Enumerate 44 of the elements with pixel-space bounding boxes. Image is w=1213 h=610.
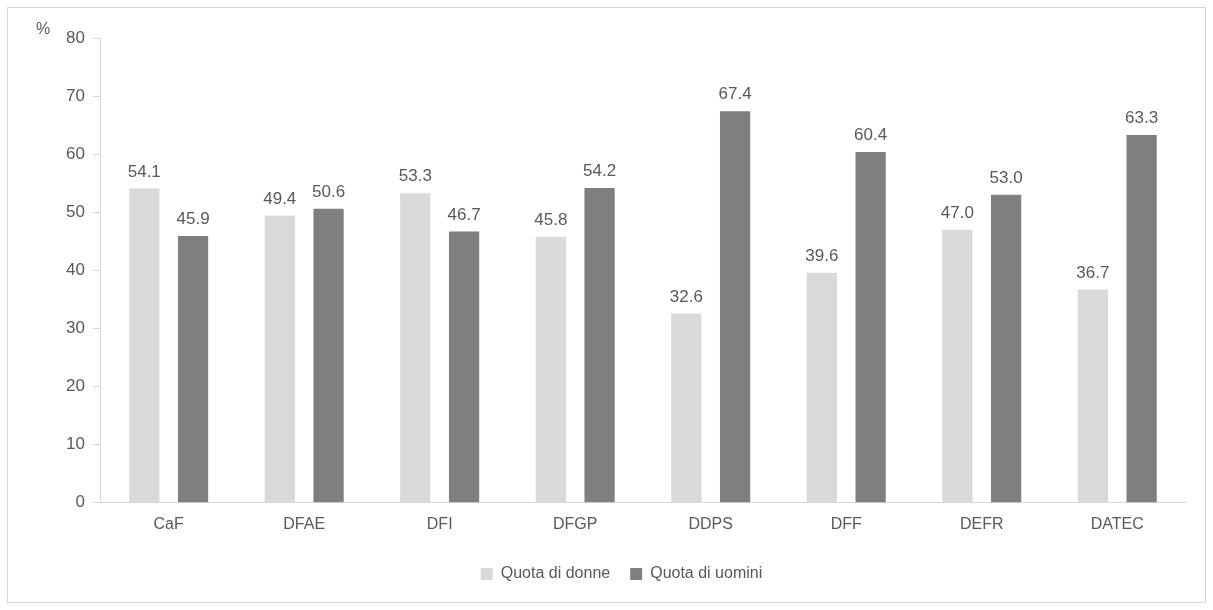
data-label: 46.7 bbox=[447, 204, 481, 224]
y-tick-label: 20 bbox=[65, 376, 85, 396]
bar bbox=[991, 194, 1022, 503]
x-tick-label: CaF bbox=[153, 514, 184, 532]
data-label: 45.8 bbox=[534, 209, 568, 229]
bar bbox=[719, 111, 751, 503]
y-tick-label: 0 bbox=[75, 492, 85, 512]
bar bbox=[1126, 135, 1157, 503]
y-tick-label: 50 bbox=[65, 201, 85, 221]
data-label: 36.7 bbox=[1076, 262, 1110, 282]
bar bbox=[855, 151, 886, 503]
data-label: 50.6 bbox=[312, 182, 346, 201]
y-tick-label: 30 bbox=[65, 318, 85, 338]
legend-label: Quota di uomini bbox=[650, 564, 763, 582]
data-label: 45.9 bbox=[176, 209, 210, 229]
data-label: 32.6 bbox=[669, 286, 703, 306]
legend-label: Quota di donne bbox=[500, 564, 611, 582]
y-tick-label: 40 bbox=[65, 260, 85, 280]
bar bbox=[177, 236, 209, 503]
data-label: 54.2 bbox=[583, 161, 617, 181]
data-label: 60.4 bbox=[854, 125, 888, 145]
bar bbox=[313, 208, 344, 503]
bar bbox=[584, 187, 615, 503]
x-tick-label: DDPS bbox=[688, 514, 733, 532]
y-axis-title: % bbox=[36, 20, 51, 38]
data-label: 49.4 bbox=[263, 188, 297, 208]
data-label: 53.3 bbox=[398, 166, 432, 186]
x-tick-label: DFI bbox=[426, 514, 453, 532]
data-label: 67.4 bbox=[718, 84, 752, 104]
y-tick-label: 60 bbox=[65, 143, 85, 163]
y-tick-label: 70 bbox=[65, 85, 85, 105]
bar bbox=[448, 231, 480, 503]
data-label: 47.0 bbox=[940, 202, 974, 222]
data-label: 39.6 bbox=[805, 245, 839, 265]
data-label: 63.3 bbox=[1125, 108, 1159, 128]
x-tick-label: DEFR bbox=[959, 514, 1004, 532]
data-label: 53.0 bbox=[989, 168, 1023, 188]
x-tick-label: DFGP bbox=[552, 514, 598, 532]
data-label: 54.1 bbox=[127, 161, 161, 181]
y-tick-label: 80 bbox=[65, 27, 85, 47]
y-tick-label: 10 bbox=[65, 434, 85, 454]
x-tick-label: DFAE bbox=[283, 514, 326, 532]
x-tick-label: DATEC bbox=[1090, 514, 1144, 532]
x-tick-label: DFF bbox=[830, 514, 862, 532]
